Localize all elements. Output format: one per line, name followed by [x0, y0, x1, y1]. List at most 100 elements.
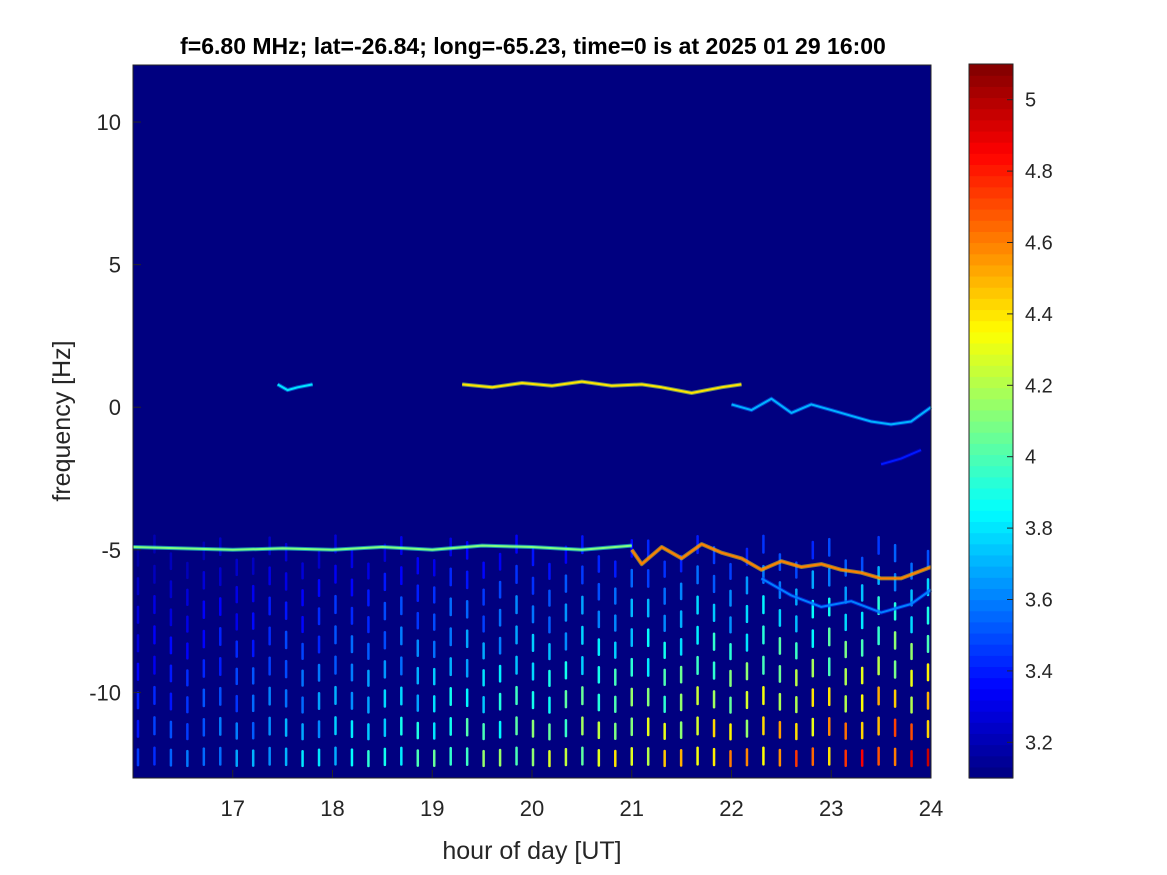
- colorbar-band: [969, 320, 1013, 333]
- colorbar-band: [969, 75, 1013, 87]
- colorbar-band: [969, 521, 1013, 534]
- colorbar-band: [969, 443, 1013, 456]
- colorbar-band: [969, 242, 1013, 255]
- x-tick-label: 19: [420, 796, 444, 821]
- colorbar-band: [969, 209, 1013, 221]
- colorbar-band: [969, 142, 1013, 154]
- colorbar-band: [969, 64, 1013, 76]
- colorbar-band: [969, 465, 1013, 478]
- colorbar-band: [969, 153, 1013, 166]
- colorbar-band: [969, 510, 1013, 523]
- colorbar-band: [969, 387, 1013, 400]
- signal-trace: [462, 380, 742, 394]
- colorbar-band: [969, 733, 1013, 746]
- y-tick-label: 10: [97, 110, 121, 135]
- colorbar-band: [969, 688, 1013, 701]
- colorbar-band: [969, 532, 1013, 545]
- colorbar-band: [969, 130, 1013, 143]
- y-tick-label: -5: [101, 538, 121, 563]
- signal-trace: [880, 449, 922, 466]
- colorbar-tick-label: 3.4: [1025, 661, 1053, 683]
- colorbar-band: [969, 610, 1013, 623]
- x-axis-ticks: 17 18 19 20 21 22 23 24: [221, 770, 943, 821]
- y-axis-ticks: -10 -5 0 5 10: [89, 110, 141, 705]
- colorbar-band: [969, 298, 1013, 311]
- colorbar-band: [969, 309, 1013, 322]
- x-tick-label: 22: [719, 796, 743, 821]
- colorbar-band: [969, 432, 1013, 444]
- plot-area: [132, 64, 933, 779]
- signal-traces: [132, 379, 933, 615]
- y-tick-label: 5: [109, 253, 121, 278]
- colorbar-tick-label: 4.8: [1025, 161, 1053, 183]
- colorbar-band: [969, 231, 1013, 244]
- colorbar-band: [969, 711, 1013, 723]
- colorbar-band: [969, 86, 1013, 99]
- y-tick-label: 0: [109, 395, 121, 420]
- colorbar-band: [969, 554, 1013, 567]
- y-tick-label: -10: [89, 680, 121, 705]
- colorbar-band: [969, 376, 1013, 389]
- chart-title: f=6.80 MHz; lat=-26.84; long=-65.23, tim…: [180, 33, 886, 59]
- colorbar-band: [969, 287, 1013, 299]
- colorbar-band: [969, 476, 1013, 489]
- colorbar-band: [969, 599, 1013, 612]
- signal-trace: [760, 577, 932, 614]
- colorbar-band: [969, 342, 1013, 355]
- colorbar-band: [969, 253, 1013, 266]
- colorbar-band: [969, 275, 1013, 288]
- colorbar-band: [969, 588, 1013, 601]
- colorbar-band: [969, 487, 1013, 500]
- colorbar-gradient: [969, 64, 1013, 779]
- colorbar-band: [969, 666, 1013, 679]
- colorbar-band: [969, 409, 1013, 422]
- colorbar-tick-label: 4: [1025, 447, 1036, 469]
- x-axis-label: hour of day [UT]: [442, 837, 621, 865]
- colorbar-frame: [968, 63, 1014, 779]
- colorbar-band: [969, 220, 1013, 232]
- colorbar-band: [969, 454, 1013, 467]
- x-tick-label: 20: [520, 796, 544, 821]
- colorbar-band: [969, 577, 1013, 589]
- colorbar-band: [969, 119, 1013, 132]
- x-tick-label: 18: [320, 796, 344, 821]
- signal-trace: [132, 544, 632, 551]
- colorbar-band: [969, 354, 1013, 366]
- colorbar-band: [969, 264, 1013, 277]
- x-tick-label: 17: [221, 796, 245, 821]
- colorbar-band: [969, 175, 1013, 188]
- y-axis-label: frequency [Hz]: [48, 340, 76, 501]
- colorbar-band: [969, 499, 1013, 511]
- signal-trace: [277, 383, 313, 392]
- colorbar-tick-label: 4.4: [1025, 304, 1053, 326]
- colorbar-band: [969, 632, 1013, 645]
- colorbar-band: [969, 744, 1013, 757]
- colorbar-band: [969, 331, 1013, 344]
- colorbar-band: [969, 755, 1013, 768]
- colorbar-band: [969, 722, 1013, 734]
- colorbar-band: [969, 677, 1013, 690]
- colorbar-ticks: 3.2 3.4 3.6 3.8 4 4.2 4.4 4.6 4.8 5: [1007, 90, 1053, 754]
- x-tick-label: 21: [620, 796, 644, 821]
- colorbar-band: [969, 365, 1013, 377]
- signal-trace: [731, 397, 932, 426]
- x-tick-label: 23: [819, 796, 843, 821]
- plot-background: [133, 65, 931, 778]
- colorbar-band: [969, 97, 1013, 110]
- colorbar-band: [969, 543, 1013, 556]
- colorbar-band: [969, 398, 1013, 411]
- signal-trace: [630, 543, 932, 580]
- colorbar-band: [969, 421, 1013, 433]
- colorbar-tick-label: 3.8: [1025, 518, 1053, 540]
- colorbar-band: [969, 566, 1013, 578]
- colorbar-tick-label: 3.2: [1025, 732, 1053, 754]
- colorbar-band: [969, 766, 1013, 779]
- colorbar-band: [969, 164, 1013, 177]
- colorbar-tick-label: 4.6: [1025, 233, 1053, 255]
- colorbar-band: [969, 108, 1013, 121]
- x-tick-label: 24: [919, 796, 943, 821]
- colorbar-band: [969, 655, 1013, 668]
- colorbar: 3.2 3.4 3.6 3.8 4 4.2 4.4 4.6 4.8 5: [968, 63, 1053, 779]
- colorbar-band: [969, 699, 1013, 712]
- colorbar-tick-label: 4.2: [1025, 375, 1053, 397]
